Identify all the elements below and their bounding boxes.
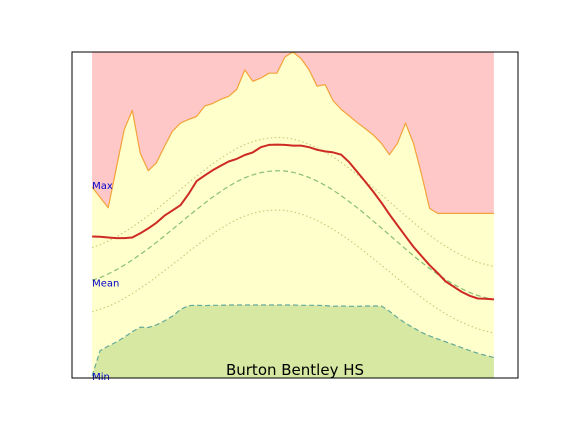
above-max-area — [92, 52, 494, 214]
chart-title: Burton Bentley HS — [226, 361, 364, 379]
mean-line — [91, 170, 495, 301]
minus-sd-line — [91, 209, 495, 334]
min-bound-line — [91, 304, 495, 377]
series-lines — [91, 52, 495, 377]
normal-band-area — [92, 52, 494, 376]
band-areas — [92, 52, 494, 378]
band-label-mean: Mean — [92, 279, 119, 290]
band-label-max: Max — [92, 181, 113, 192]
max-bound-line — [91, 52, 494, 214]
current-line — [92, 143, 494, 301]
plot-frame — [71, 51, 519, 379]
below-min-area — [92, 305, 494, 378]
